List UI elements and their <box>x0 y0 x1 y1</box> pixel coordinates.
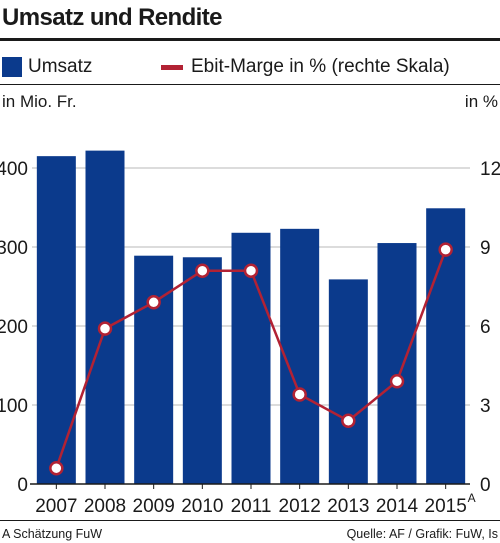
footer-rule <box>0 520 500 521</box>
bar <box>134 255 174 484</box>
bar <box>280 228 320 484</box>
bar <box>328 279 368 484</box>
legend-bar-swatch <box>2 57 22 77</box>
margin-point <box>146 295 161 310</box>
y-right-tick-label: 3 <box>480 396 491 417</box>
legend-line-swatch <box>161 65 183 70</box>
bar <box>85 150 125 484</box>
footnote-estimate: A Schätzung FuW <box>2 527 103 541</box>
x-tick-label: 2013 <box>327 496 369 517</box>
margin-point <box>243 263 259 278</box>
legend-bar-label: Umsatz <box>28 56 93 77</box>
y-left-tick-label: 100 <box>0 396 28 417</box>
x-tick-label: 2009 <box>133 496 175 517</box>
x-tick-label: 2010 <box>181 496 223 517</box>
margin-point <box>49 460 64 476</box>
margin-point <box>195 263 210 278</box>
x-tick-label: 2008 <box>84 496 126 517</box>
footnote-source: Quelle: AF / Grafik: FuW, Is <box>346 527 498 541</box>
chart-title: Umsatz und Rendite <box>2 4 222 31</box>
margin-point <box>341 413 356 429</box>
y-right-tick-label: 6 <box>480 317 491 338</box>
margin-point <box>438 242 453 257</box>
x-tick-label: 2014 <box>376 496 419 517</box>
right-axis-unit: in % <box>464 92 498 111</box>
x-tick-superscript: A <box>468 491 476 505</box>
y-left-tick-label: 400 <box>0 159 28 180</box>
bar <box>36 156 76 484</box>
title-rule <box>0 38 500 41</box>
x-tick-label: 2011 <box>231 496 272 517</box>
x-tick-label: 2007 <box>35 496 77 517</box>
legend-line-label: Ebit-Marge in % (rechte Skala) <box>191 56 450 77</box>
y-left-tick-label: 0 <box>17 475 28 496</box>
y-right-tick-label: 12 <box>480 159 500 180</box>
left-axis-unit: in Mio. Fr. <box>2 92 77 111</box>
x-tick-label: 2012 <box>279 496 321 517</box>
y-right-tick-label: 9 <box>480 238 491 259</box>
y-left-tick-label: 200 <box>0 317 28 338</box>
margin-point <box>292 387 307 402</box>
y-left-tick-label: 300 <box>0 238 28 259</box>
x-tick-label: 2015 <box>425 496 467 517</box>
bar <box>182 257 222 484</box>
margin-point <box>389 374 405 389</box>
legend-rule <box>0 84 500 85</box>
margin-point <box>97 321 113 336</box>
y-right-tick-label: 0 <box>480 475 491 496</box>
bar <box>377 243 417 484</box>
